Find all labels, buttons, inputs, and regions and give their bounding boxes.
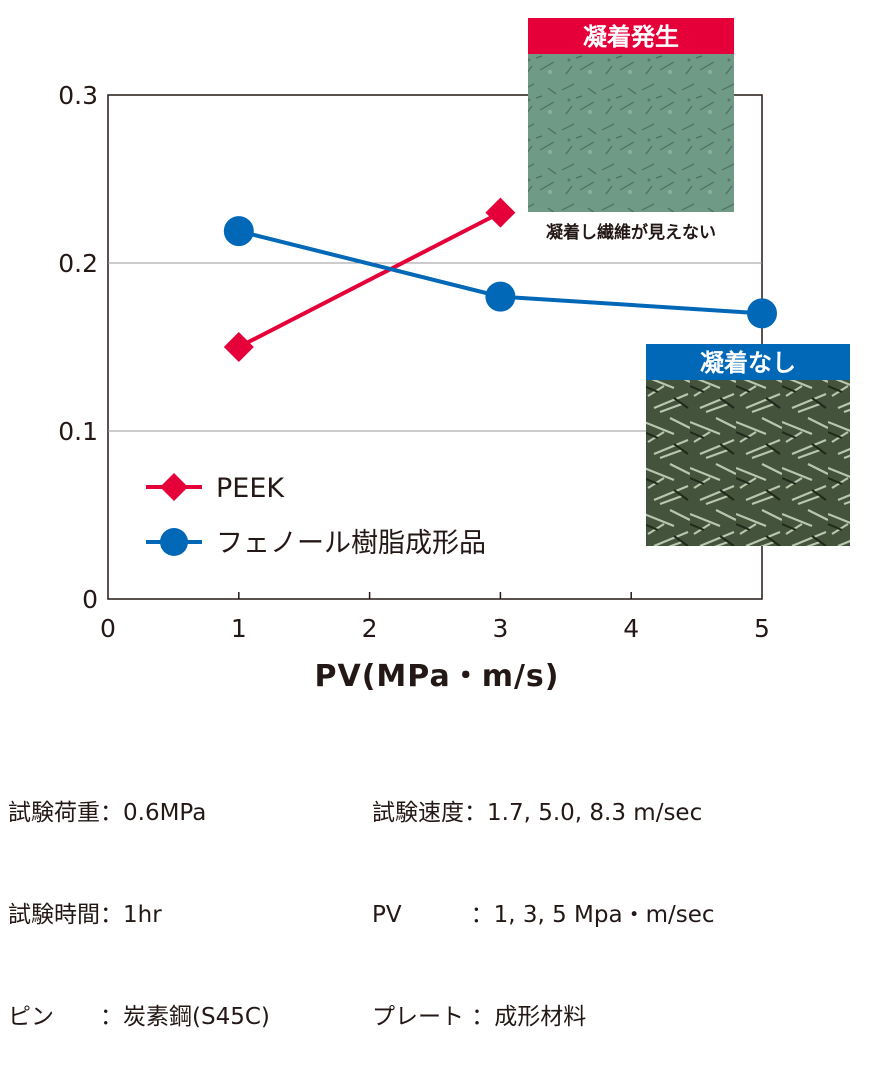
condition-pv: PV ：1, 3, 5 Mpa・m/sec — [372, 902, 715, 928]
condition-load: 試験荷重：0.6MPa — [8, 800, 207, 826]
caption-adhesion: 凝着し繊維が見えない — [546, 222, 716, 243]
y-tick-label: 0.2 — [58, 249, 98, 278]
condition-speed: 試験速度：1.7, 5.0, 8.3 m/sec — [372, 800, 703, 826]
badge-adhesion-bg — [528, 18, 734, 54]
legend-label-peek: PEEK — [216, 473, 285, 504]
series-line-0 — [237, 210, 502, 349]
data-point-1-0 — [223, 216, 254, 247]
condition-pin: ピン ：炭素鋼(S45C) — [8, 1004, 270, 1030]
condition-plate: プレート ：成形材料 — [372, 1004, 587, 1030]
y-tick-label: 0.1 — [58, 417, 98, 446]
legend: PEEK フェノール樹脂成形品 — [146, 473, 486, 559]
y-axis-ticks: 0 0.1 0.2 0.3 — [58, 81, 98, 614]
chart: 0 0.1 0.2 0.3 0 1 2 3 4 5 PV(MPa・m/s) 凝着発生 凝着し繊維… — [58, 18, 850, 694]
x-tick-label: 0 — [100, 614, 116, 643]
badge-no-adhesion-bg — [646, 344, 850, 380]
data-point-1-1 — [485, 281, 516, 312]
x-tick-label: 3 — [492, 614, 508, 643]
legend-label-phenol: フェノール樹脂成形品 — [216, 528, 486, 559]
condition-time: 試験時間：1hr — [8, 902, 162, 928]
micrograph-fibers — [646, 380, 850, 546]
x-tick-label: 4 — [623, 614, 639, 643]
y-tick-label: 0 — [82, 585, 98, 614]
series-layer — [223, 197, 777, 362]
annotation-no-adhesion: 凝着なし — [646, 344, 850, 546]
x-tick-label: 5 — [754, 614, 770, 643]
micrograph-smooth — [528, 54, 734, 212]
legend-marker-phenol — [160, 528, 188, 556]
x-axis-ticks: 0 1 2 3 4 5 — [100, 592, 770, 643]
test-conditions-right: 試験速度：1.7, 5.0, 8.3 m/sec PV ：1, 3, 5 Mpa… — [372, 728, 715, 1068]
test-conditions-left: 試験荷重：0.6MPa 試験時間：1hr ピン ：炭素鋼(S45C) — [8, 728, 270, 1068]
x-tick-label: 1 — [231, 614, 247, 643]
data-point-1-2 — [747, 298, 777, 329]
badge-adhesion-label: 凝着発生 — [583, 23, 679, 51]
y-tick-label: 0.3 — [58, 81, 98, 110]
x-axis-title: PV(MPa・m/s) — [315, 659, 560, 694]
data-point-0-1 — [485, 197, 516, 228]
annotation-adhesion: 凝着発生 凝着し繊維が見えない — [528, 18, 734, 243]
x-tick-label: 2 — [362, 614, 378, 643]
legend-marker-peek — [160, 473, 188, 501]
badge-no-adhesion-label: 凝着なし — [700, 349, 796, 377]
data-point-0-0 — [223, 332, 254, 362]
